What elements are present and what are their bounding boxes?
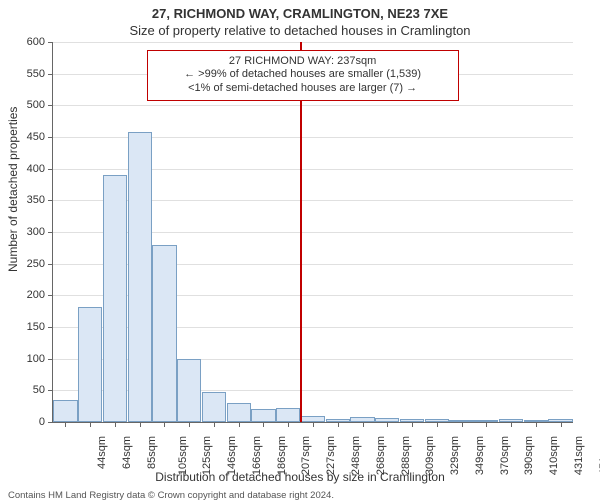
x-tick-mark — [338, 422, 339, 427]
x-tick-label: 64sqm — [121, 436, 133, 469]
annotation-line-1: 27 RICHMOND WAY: 237sqm — [156, 55, 450, 69]
histogram-bar — [53, 400, 77, 422]
x-tick-label: 370sqm — [499, 436, 511, 475]
x-tick-mark — [536, 422, 537, 427]
footer-attribution: Contains HM Land Registry data © Crown c… — [0, 484, 600, 500]
y-tick-mark — [48, 169, 53, 170]
x-tick-label: 268sqm — [375, 436, 387, 475]
x-tick-label: 349sqm — [474, 436, 486, 475]
x-tick-mark — [288, 422, 289, 427]
chart-title-sub: Size of property relative to detached ho… — [0, 21, 600, 42]
y-tick-mark — [48, 105, 53, 106]
y-tick-label: 400 — [5, 163, 45, 175]
x-tick-label: 431sqm — [573, 436, 585, 475]
histogram-bar — [202, 392, 226, 422]
annotation-line-2: ← >99% of detached houses are smaller (1… — [156, 68, 450, 82]
annotation-box: 27 RICHMOND WAY: 237sqm← >99% of detache… — [147, 50, 459, 101]
x-tick-mark — [387, 422, 388, 427]
y-tick-mark — [48, 137, 53, 138]
x-tick-label: 288sqm — [400, 436, 412, 475]
y-tick-mark — [48, 359, 53, 360]
histogram-bar — [128, 132, 152, 422]
y-tick-mark — [48, 200, 53, 201]
x-tick-mark — [486, 422, 487, 427]
x-tick-mark — [263, 422, 264, 427]
x-tick-label: 207sqm — [301, 436, 313, 475]
y-tick-mark — [48, 327, 53, 328]
y-tick-label: 550 — [5, 68, 45, 80]
x-tick-mark — [462, 422, 463, 427]
histogram-bar — [227, 403, 251, 422]
x-tick-label: 166sqm — [251, 436, 263, 475]
x-tick-label: 125sqm — [202, 436, 214, 475]
x-tick-mark — [115, 422, 116, 427]
x-tick-label: 329sqm — [449, 436, 461, 475]
gridline — [53, 105, 573, 106]
x-tick-mark — [363, 422, 364, 427]
y-tick-mark — [48, 295, 53, 296]
x-tick-label: 105sqm — [177, 436, 189, 475]
y-tick-mark — [48, 390, 53, 391]
y-tick-label: 500 — [5, 99, 45, 111]
y-tick-mark — [48, 264, 53, 265]
x-tick-label: 85sqm — [146, 436, 158, 469]
x-tick-mark — [561, 422, 562, 427]
y-tick-label: 100 — [5, 353, 45, 365]
x-tick-label: 146sqm — [226, 436, 238, 475]
histogram-bar — [152, 245, 176, 422]
x-tick-label: 410sqm — [548, 436, 560, 475]
y-tick-label: 250 — [5, 258, 45, 270]
x-tick-label: 309sqm — [424, 436, 436, 475]
x-tick-mark — [412, 422, 413, 427]
histogram-bar — [78, 307, 102, 422]
histogram-bar — [251, 409, 275, 422]
y-tick-label: 150 — [5, 321, 45, 333]
x-tick-mark — [437, 422, 438, 427]
x-tick-mark — [90, 422, 91, 427]
x-tick-label: 44sqm — [96, 436, 108, 469]
x-tick-mark — [140, 422, 141, 427]
chart-title-main: 27, RICHMOND WAY, CRAMLINGTON, NE23 7XE — [0, 0, 600, 21]
annotation-line-3: <1% of semi-detached houses are larger (… — [156, 82, 450, 96]
x-tick-mark — [189, 422, 190, 427]
y-tick-mark — [48, 232, 53, 233]
y-tick-label: 300 — [5, 226, 45, 238]
y-tick-label: 50 — [5, 384, 45, 396]
y-tick-mark — [48, 422, 53, 423]
y-tick-label: 450 — [5, 131, 45, 143]
x-tick-label: 186sqm — [276, 436, 288, 475]
y-tick-label: 0 — [5, 416, 45, 428]
histogram-bar — [177, 359, 201, 422]
x-tick-label: 390sqm — [523, 436, 535, 475]
y-tick-label: 200 — [5, 289, 45, 301]
x-tick-mark — [164, 422, 165, 427]
histogram-bar — [103, 175, 127, 422]
footer-line-1: Contains HM Land Registry data © Crown c… — [8, 490, 592, 500]
gridline — [53, 42, 573, 43]
x-tick-mark — [313, 422, 314, 427]
x-tick-mark — [214, 422, 215, 427]
y-tick-label: 600 — [5, 36, 45, 48]
x-tick-label: 227sqm — [325, 436, 337, 475]
plot-area: 05010015020025030035040045050055060044sq… — [52, 42, 573, 423]
y-tick-label: 350 — [5, 194, 45, 206]
x-tick-mark — [511, 422, 512, 427]
histogram-bar — [276, 408, 300, 422]
x-tick-label: 248sqm — [350, 436, 362, 475]
x-tick-mark — [65, 422, 66, 427]
chart-area: 05010015020025030035040045050055060044sq… — [52, 42, 572, 422]
y-tick-mark — [48, 74, 53, 75]
x-tick-mark — [239, 422, 240, 427]
y-tick-mark — [48, 42, 53, 43]
